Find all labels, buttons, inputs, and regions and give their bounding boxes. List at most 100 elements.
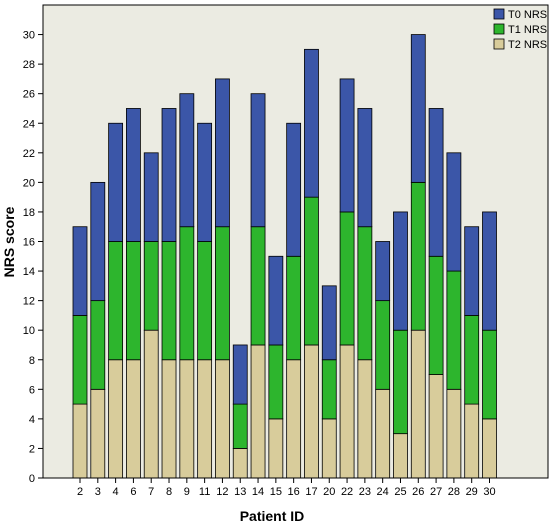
bar-segment-t1-nrs-patient-22 — [339, 211, 355, 346]
bar-segment-t0-nrs-patient-7 — [143, 152, 159, 242]
bar-segment-t2-nrs-patient-15 — [268, 418, 284, 479]
bar-segment-t2-nrs-patient-16 — [286, 359, 302, 479]
y-tick-label: 8 — [29, 355, 35, 367]
bar-segment-t2-nrs-patient-13 — [232, 448, 248, 479]
bar-segment-t1-nrs-patient-4 — [108, 241, 124, 361]
bar-segment-t2-nrs-patient-14 — [250, 344, 266, 479]
bar-segment-t0-nrs-patient-13 — [232, 344, 248, 405]
bar-segment-t1-nrs-patient-8 — [161, 241, 177, 361]
bar-segment-t0-nrs-patient-12 — [215, 78, 230, 228]
bar-segment-t2-nrs-patient-20 — [321, 418, 337, 479]
bar-segment-t2-nrs-patient-9 — [179, 359, 195, 479]
legend-label: T2 NRS — [508, 39, 547, 51]
legend-label: T0 NRS — [508, 9, 547, 21]
y-tick-label: 2 — [29, 443, 35, 455]
bar-segment-t2-nrs-patient-27 — [428, 374, 444, 479]
legend-swatch — [493, 8, 505, 20]
bar-segment-t0-nrs-patient-2 — [72, 226, 88, 316]
bar-segment-t1-nrs-patient-26 — [410, 181, 426, 331]
bar-segment-t2-nrs-patient-26 — [410, 329, 426, 479]
bar-segment-t1-nrs-patient-27 — [428, 255, 444, 375]
bar-segment-t2-nrs-patient-8 — [161, 359, 177, 479]
bar-segment-t2-nrs-patient-25 — [393, 433, 408, 479]
y-tick-label: 18 — [23, 207, 35, 219]
bar-segment-t1-nrs-patient-16 — [286, 255, 302, 361]
bar-segment-t0-nrs-patient-27 — [428, 108, 444, 257]
x-axis-title: Patient ID — [240, 508, 305, 524]
x-tick-label: 28 — [448, 486, 460, 498]
bar-segment-t0-nrs-patient-30 — [482, 211, 497, 331]
x-axis: 2 3 4 6 7 8 9 11 12 13 14 15 16 17 20 22 23 24 25 26 27 28 29 3… — [77, 478, 496, 498]
bar-segment-t1-nrs-patient-29 — [464, 315, 480, 405]
bar-segment-t2-nrs-patient-11 — [197, 359, 213, 479]
bar-segment-t0-nrs-patient-17 — [304, 48, 319, 198]
bar-segment-t0-nrs-patient-8 — [161, 108, 177, 242]
y-tick-label: 10 — [23, 325, 35, 337]
x-tick-label: 25 — [394, 486, 406, 498]
x-tick-label: 2 — [77, 486, 83, 498]
x-tick-label: 30 — [483, 486, 495, 498]
x-tick-label: 16 — [288, 486, 300, 498]
y-tick-label: 0 — [29, 473, 35, 485]
legend-swatch — [493, 23, 505, 35]
x-tick-label: 8 — [166, 486, 172, 498]
y-tick-label: 20 — [23, 177, 35, 189]
bar-segment-t1-nrs-patient-2 — [72, 315, 88, 405]
legend: T0 NRS T1 NRS T2 NRS — [493, 8, 547, 51]
bar-segment-t1-nrs-patient-9 — [179, 226, 195, 361]
bar-segment-t1-nrs-patient-13 — [232, 403, 248, 449]
bar-segment-t1-nrs-patient-20 — [321, 359, 337, 420]
y-tick-label: 30 — [23, 30, 35, 42]
bar-segment-t2-nrs-patient-4 — [108, 359, 124, 479]
legend-label: T1 NRS — [508, 24, 547, 36]
bar-segment-t1-nrs-patient-25 — [393, 329, 408, 435]
bar-segment-t2-nrs-patient-17 — [304, 344, 319, 479]
x-tick-label: 22 — [341, 486, 353, 498]
bar-segment-t0-nrs-patient-6 — [126, 108, 141, 242]
bar-segment-t0-nrs-patient-25 — [393, 211, 408, 331]
bar-segment-t1-nrs-patient-30 — [482, 329, 497, 420]
y-tick-label: 14 — [23, 266, 35, 278]
x-tick-label: 17 — [305, 486, 317, 498]
y-tick-label: 24 — [23, 118, 35, 130]
bar-segment-t0-nrs-patient-28 — [446, 152, 462, 272]
bar-segment-t0-nrs-patient-26 — [410, 34, 426, 183]
bar-segment-t0-nrs-patient-15 — [268, 255, 284, 346]
bar-segment-t2-nrs-patient-7 — [143, 329, 159, 479]
x-tick-label: 24 — [377, 486, 389, 498]
bar-segment-t0-nrs-patient-4 — [108, 122, 124, 242]
bar-segment-t1-nrs-patient-23 — [357, 226, 373, 361]
legend-swatch — [493, 38, 505, 50]
x-tick-label: 6 — [130, 486, 136, 498]
bar-segment-t1-nrs-patient-6 — [126, 241, 141, 361]
x-tick-label: 12 — [216, 486, 228, 498]
y-tick-label: 22 — [23, 148, 35, 160]
y-tick-label: 4 — [29, 414, 35, 426]
x-tick-label: 27 — [430, 486, 442, 498]
bar-segment-t2-nrs-patient-29 — [464, 403, 480, 479]
bar-segment-t0-nrs-patient-29 — [464, 226, 480, 316]
y-tick-label: 12 — [23, 296, 35, 308]
bar-segment-t2-nrs-patient-24 — [375, 388, 391, 479]
bar-segment-t0-nrs-patient-23 — [357, 108, 373, 228]
bar-segment-t1-nrs-patient-15 — [268, 344, 284, 420]
bar-segment-t1-nrs-patient-11 — [197, 241, 213, 361]
bar-segment-t2-nrs-patient-23 — [357, 359, 373, 479]
x-tick-label: 3 — [95, 486, 101, 498]
x-tick-label: 20 — [323, 486, 335, 498]
y-axis-title: NRS score — [1, 206, 17, 277]
y-tick-label: 6 — [29, 384, 35, 396]
x-tick-label: 9 — [184, 486, 190, 498]
bar-segment-t2-nrs-patient-22 — [339, 344, 355, 479]
bars-group — [72, 34, 497, 479]
bar-segment-t2-nrs-patient-3 — [90, 388, 106, 479]
bar-segment-t1-nrs-patient-17 — [304, 196, 319, 346]
bar-segment-t0-nrs-patient-16 — [286, 122, 302, 257]
bar-segment-t1-nrs-patient-14 — [250, 226, 266, 346]
bar-segment-t2-nrs-patient-6 — [126, 359, 141, 479]
bar-segment-t0-nrs-patient-3 — [90, 181, 106, 302]
bar-segment-t1-nrs-patient-12 — [215, 226, 230, 361]
x-tick-label: 15 — [270, 486, 282, 498]
